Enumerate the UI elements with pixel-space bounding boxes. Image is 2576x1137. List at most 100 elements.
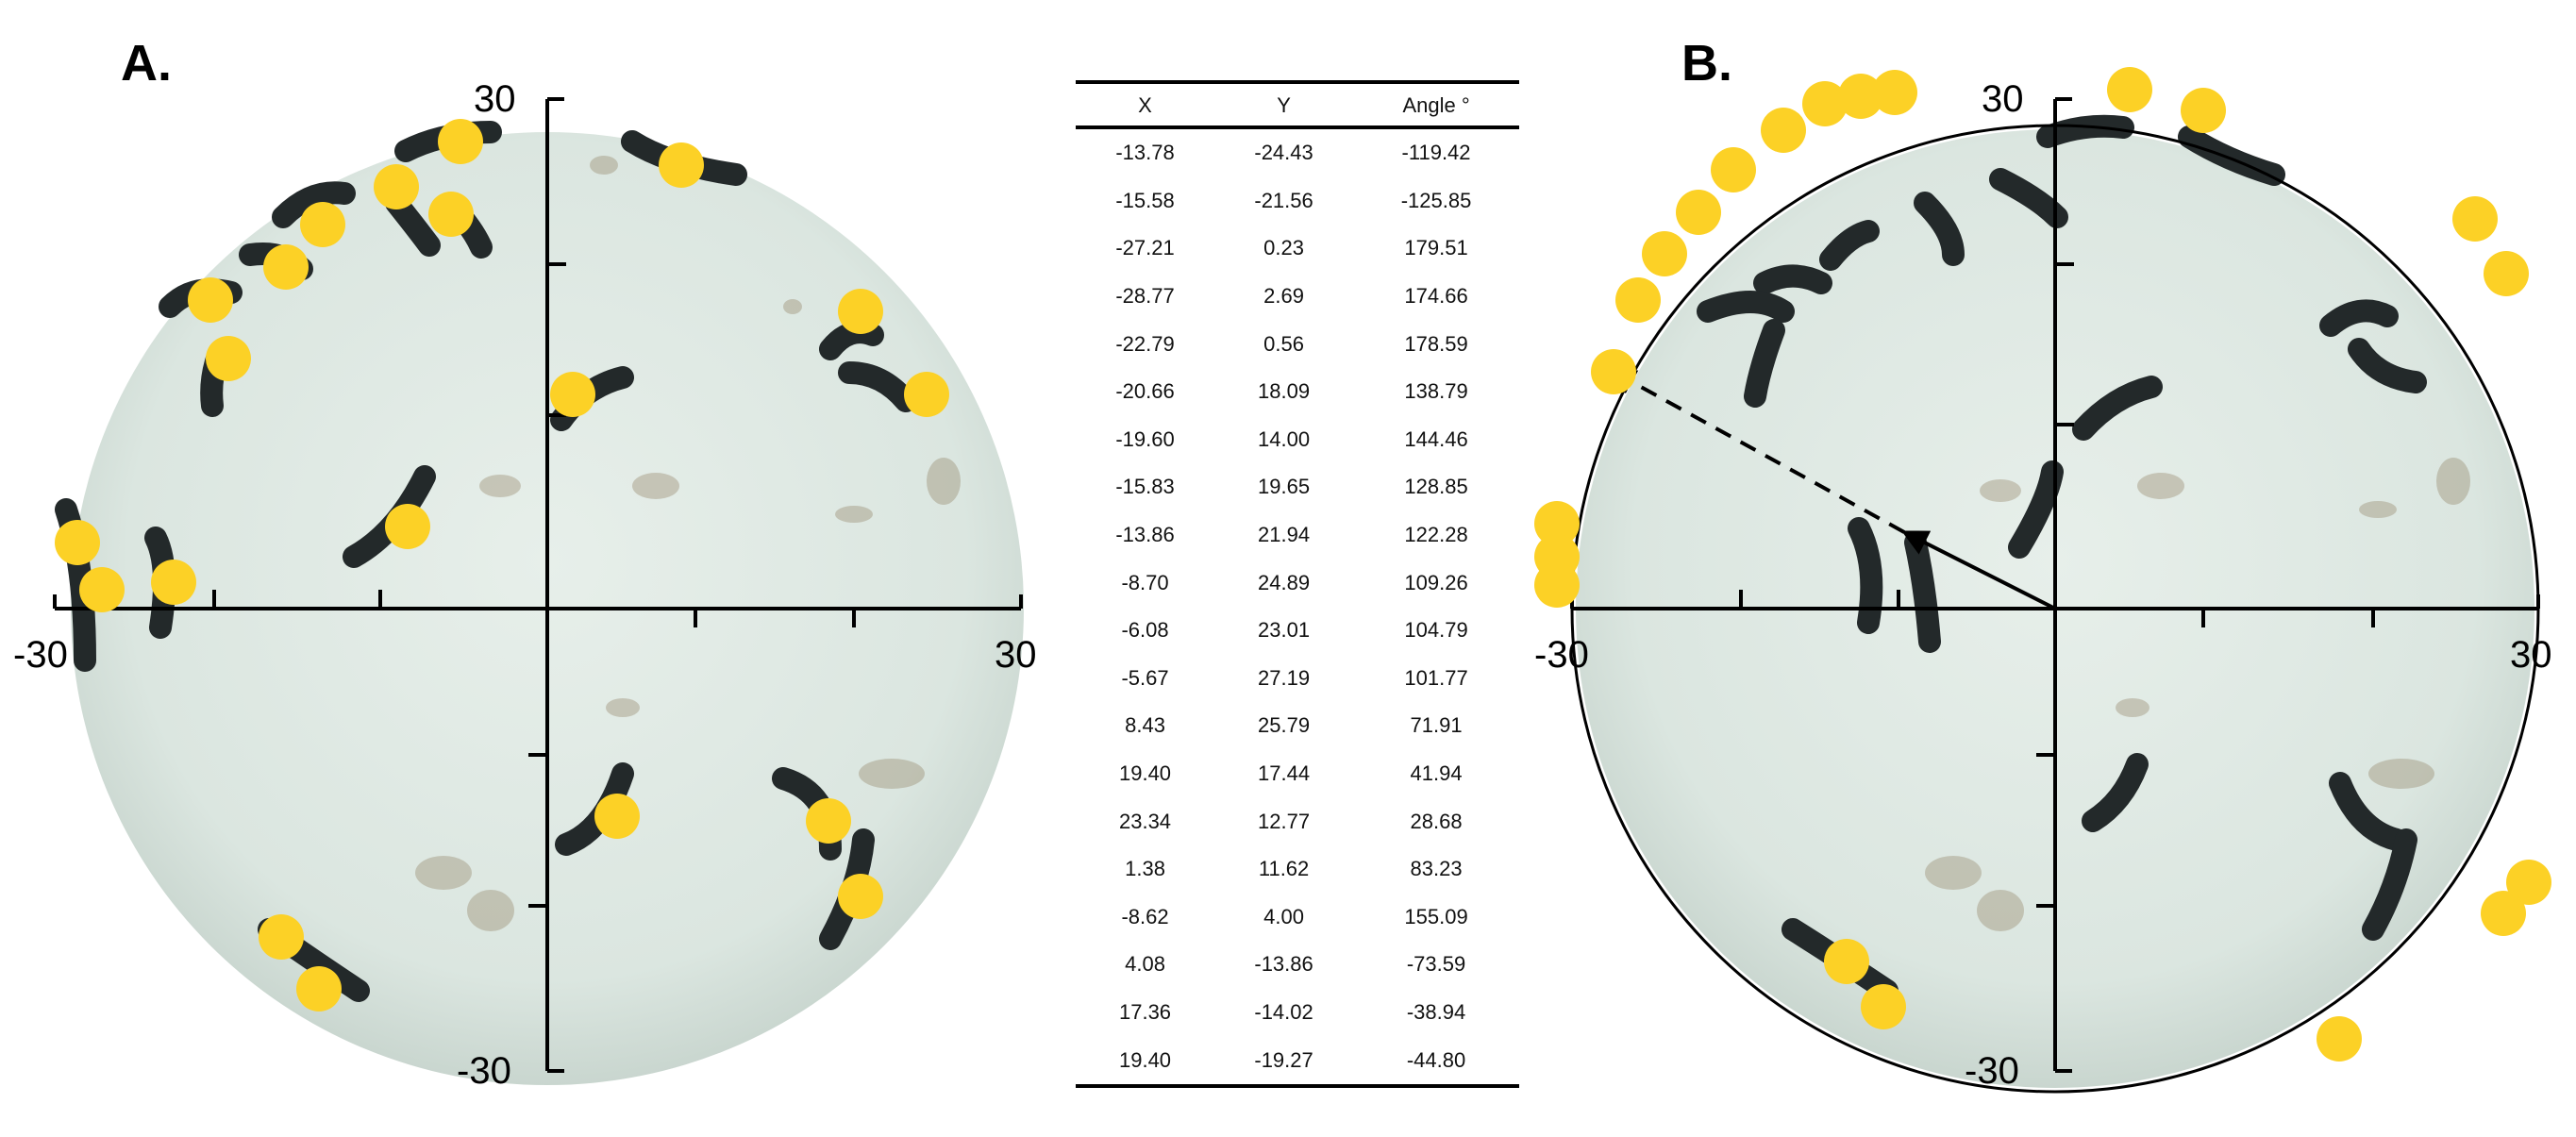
y-cell: 17.44: [1258, 761, 1311, 786]
angle-cell: -119.42: [1401, 141, 1471, 165]
residue-spot: [1925, 856, 1982, 890]
angle-cell: 41.94: [1410, 761, 1463, 786]
residue-spot: [415, 856, 472, 890]
y-cell: 23.01: [1258, 618, 1311, 643]
y-cell: 18.09: [1258, 379, 1311, 404]
marker-dot: [1802, 81, 1848, 126]
table-header-row: X Y Angle °: [1076, 80, 1519, 129]
residue-spot: [2137, 473, 2184, 499]
marker-dot: [259, 914, 304, 960]
marker-dot: [904, 372, 949, 417]
residue-spot: [479, 475, 521, 497]
x-cell: -8.62: [1121, 904, 1169, 928]
larva: [2362, 828, 2417, 941]
table-row: 4.08 -13.86 -73.59: [1076, 941, 1519, 989]
larva: [1914, 192, 1965, 266]
marker-dot: [1711, 147, 1756, 192]
angle-cell: 83.23: [1410, 857, 1463, 881]
larva: [1744, 319, 1785, 408]
table-row: -6.08 23.01 104.79: [1076, 607, 1519, 655]
larva: [1753, 264, 1832, 294]
marker-dot: [659, 142, 704, 188]
dish-residue: [1925, 458, 2470, 931]
marker-dot: [1642, 231, 1687, 276]
angle-cell: 138.79: [1404, 379, 1468, 404]
angle-cell: 71.91: [1410, 713, 1463, 738]
angle-cell: 144.46: [1404, 426, 1468, 451]
table-row: 19.40 -19.27 -44.80: [1076, 1036, 1519, 1088]
marker-dot: [1838, 74, 1883, 119]
table-row: -15.83 19.65 128.85: [1076, 463, 1519, 511]
larva: [2072, 376, 2163, 441]
larva: [2348, 338, 2427, 393]
x-cell: -28.77: [1115, 284, 1175, 309]
marker-dot: [1824, 939, 1869, 984]
marker-dot: [263, 244, 309, 290]
y-tick-top: 30: [1982, 78, 2024, 120]
table-row: -8.62 4.00 155.09: [1076, 894, 1519, 942]
y-cell: 0.23: [1263, 236, 1304, 260]
dish-residue: [415, 156, 961, 931]
y-cell: -21.56: [1254, 188, 1313, 212]
x-cell: -5.67: [1121, 665, 1169, 690]
angle-cell: 155.09: [1404, 904, 1468, 928]
residue-spot: [632, 473, 679, 499]
residue-spot: [783, 299, 802, 314]
x-cell: -13.78: [1115, 141, 1175, 165]
table-row: -19.60 14.00 144.46: [1076, 416, 1519, 464]
panel-a-letter: A.: [121, 35, 172, 92]
header-angle: Angle °: [1353, 80, 1519, 129]
marker-dot: [550, 372, 595, 417]
marker-dot: [206, 336, 251, 381]
residue-spot: [1977, 890, 2024, 931]
marker-dot: [1872, 70, 1917, 115]
marker-dot: [385, 504, 430, 549]
larva: [272, 181, 356, 228]
y-cell: -24.43: [1254, 141, 1313, 165]
table-row: -22.79 0.56 178.59: [1076, 320, 1519, 368]
header-x: X: [1076, 80, 1215, 129]
y-cell: 21.94: [1258, 523, 1311, 547]
marker-dot: [838, 289, 883, 334]
angle-cell: 174.66: [1404, 284, 1468, 309]
angle-cell: -125.85: [1400, 188, 1472, 212]
residue-spot: [2116, 698, 2149, 717]
x-cell: -15.83: [1115, 475, 1175, 499]
larva: [1848, 517, 1883, 634]
marker-dot: [300, 202, 345, 247]
x-cell: -15.58: [1115, 188, 1175, 212]
y-tick-top: 30: [474, 78, 516, 120]
marker-dot: [2317, 1016, 2362, 1062]
residue-spot: [2359, 501, 2397, 518]
larva: [2319, 299, 2399, 337]
marker-dot: [428, 192, 474, 237]
angle-cell: 122.28: [1404, 523, 1468, 547]
angle-cell: -73.59: [1406, 952, 1466, 977]
residue-spot: [1980, 479, 2021, 502]
residue-spot: [835, 506, 873, 523]
larva: [2082, 753, 2149, 832]
table-row: -28.77 2.69 174.66: [1076, 273, 1519, 321]
y-cell: -13.86: [1254, 952, 1313, 977]
y-cell: 25.79: [1258, 713, 1311, 738]
vector-arrow: [1901, 530, 2056, 610]
marker-dot: [1534, 501, 1580, 546]
angle-cell: -44.80: [1353, 1036, 1519, 1088]
table-row: 19.40 17.44 41.94: [1076, 750, 1519, 798]
residue-spot: [467, 890, 514, 931]
y-cell: -14.02: [1254, 999, 1313, 1024]
x-cell: -13.86: [1115, 523, 1175, 547]
x-cell: 19.40: [1076, 1036, 1215, 1088]
larva: [1697, 291, 1795, 323]
angle-cell: 128.85: [1404, 475, 1468, 499]
table-row: -15.58 -21.56 -125.85: [1076, 177, 1519, 226]
y-cell: 0.56: [1263, 331, 1304, 356]
y-cell: 27.19: [1258, 665, 1311, 690]
residue-spot: [606, 698, 640, 717]
table-row: -13.86 21.94 122.28: [1076, 511, 1519, 560]
table-row: 1.38 11.62 83.23: [1076, 845, 1519, 894]
y-cell: 24.89: [1258, 570, 1311, 594]
y-cell: -19.27: [1214, 1036, 1354, 1088]
x-cell: 23.34: [1118, 809, 1172, 833]
marker-dot: [2484, 251, 2529, 296]
